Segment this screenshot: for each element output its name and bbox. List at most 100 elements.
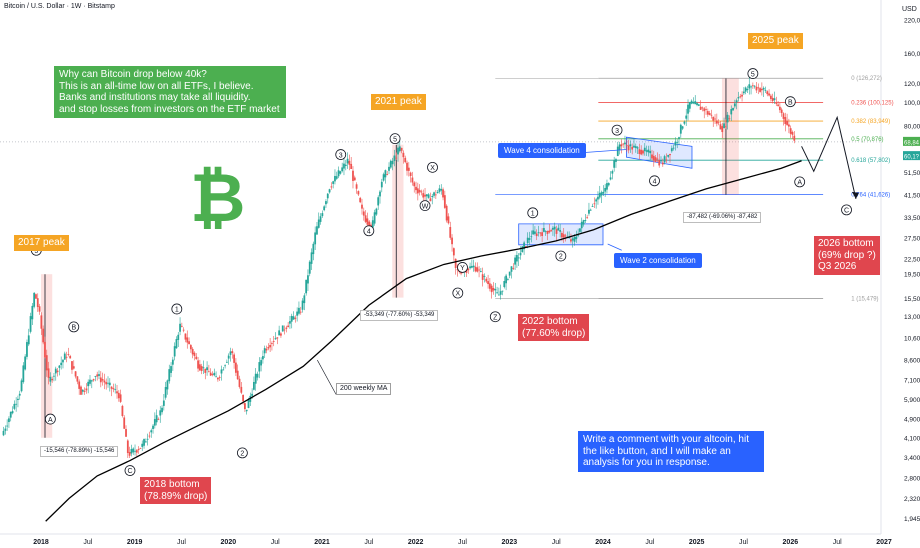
candle-body [265,348,268,351]
candle-body [362,211,365,216]
wave-label: W [422,203,429,210]
wave-label: A [48,417,53,424]
candle-body [573,236,576,242]
candle-body [204,368,207,373]
candle-body [361,204,363,209]
candle-body [609,177,612,180]
wave-label: 1 [175,307,179,314]
candle-body [202,367,205,369]
candle-body [188,341,190,345]
candle-body [337,170,340,177]
projection-arrowhead [851,191,859,199]
candle-body [429,198,432,202]
candle-body [470,266,473,268]
candle-body [494,289,497,291]
candle-body [98,374,100,376]
candle-body [207,371,210,373]
y-tick-label: 19,500 [904,272,920,279]
candle-body [76,376,79,382]
candle-body [310,252,313,264]
candle-body [633,145,635,148]
candle-body [325,201,327,205]
candle-body [121,405,124,416]
candle-body [9,411,12,418]
candle-body [153,419,156,426]
candle-body [555,229,558,234]
candle-body [625,144,628,146]
wave-label: 1 [531,211,535,218]
x-tick-label: Jul [364,539,373,546]
candle-body [87,381,90,387]
candle-body [679,124,682,134]
candle-body [517,257,520,259]
candle-body [741,94,743,97]
candle-body [24,356,27,370]
candle-body [256,373,259,378]
candle-body [47,368,50,378]
candle-body [683,121,686,124]
candle-body [267,346,270,349]
candle-body [213,372,216,376]
wave-label: X [430,165,435,172]
candle-body [105,382,108,385]
candle-body [382,174,385,181]
candle-body [402,152,405,158]
candle-body [130,449,133,454]
candle-body [483,276,486,277]
candle-body [434,194,437,196]
candle-body [622,143,625,145]
x-tick-label: Jul [177,539,186,546]
candle-body [515,255,518,262]
candle-body [651,154,653,159]
candle-body [656,158,659,160]
candle-body [323,206,326,211]
candle-body [206,367,208,371]
candle-body [411,177,414,183]
wave-label-circle [171,303,183,315]
candle-body [278,330,281,336]
candle-body [791,131,794,135]
candle-body [35,294,37,299]
candle-body [562,234,565,238]
candle-body [768,93,770,96]
candle-body [416,188,419,194]
candle-body [559,230,562,232]
x-tick-label: 2020 [221,539,237,546]
y-tick-label: 1,945 [904,516,920,523]
candle-body [171,359,174,365]
candle-body [706,111,709,115]
candle-body [89,379,91,384]
candle-body [236,370,239,380]
drop-zone [392,144,404,298]
candle-body [717,122,720,124]
candle-body [63,353,66,360]
y-tick-label: 51,500 [904,170,920,177]
candle-body [238,378,241,387]
y-tick-label: 15,500 [904,296,920,303]
candle-body [654,157,657,162]
candle-body [580,221,583,229]
candle-body [645,150,648,152]
candle-body [591,206,594,207]
candle-body [476,267,479,272]
candle-body [762,87,765,90]
candle-body [782,113,785,119]
candle-body [157,418,160,420]
candle-body [456,269,459,271]
x-tick-label: 2018 [33,539,49,546]
candle-body [629,144,632,147]
candle-body [222,369,225,371]
candle-body [44,341,46,358]
candle-body [27,335,30,345]
candle-body [80,386,82,395]
candle-body [353,177,356,181]
candle-body [216,377,219,380]
y-tick-label: 120,000 [904,81,920,88]
fib-level-label: 0.764 (41,626) [851,193,890,199]
wave-label: Y [460,265,465,272]
wave-label-circle [611,124,623,136]
candle-body [579,228,581,232]
candle-body [373,212,376,224]
candle-body [352,170,354,181]
candle-body [107,382,109,384]
